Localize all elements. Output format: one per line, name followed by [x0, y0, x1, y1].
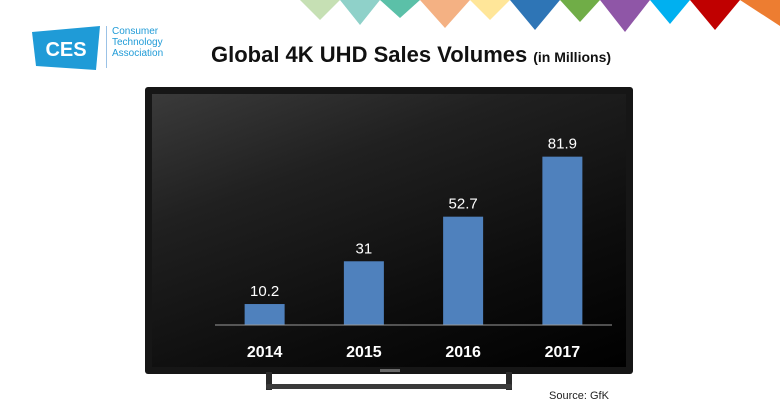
- category-label-2014: 2014: [247, 344, 283, 361]
- data-label-2017: 81.9: [548, 136, 577, 153]
- tv-brand-mark: [380, 369, 400, 372]
- source-note: Source: GfK: [549, 390, 609, 402]
- tv-stand-right-leg: [506, 372, 512, 390]
- logo-divider: [106, 26, 107, 68]
- logo-line-3: Association: [112, 48, 164, 59]
- title-block: Global 4K UHD Sales Volumes (in Millions): [211, 42, 611, 68]
- category-label-2016: 2016: [445, 344, 481, 361]
- data-label-2014: 10.2: [250, 283, 279, 300]
- logo-wordmark: Consumer Technology Association: [112, 26, 163, 59]
- decorative-triangles: [300, 0, 780, 32]
- bar-2016: [443, 216, 484, 325]
- bar-2017: [542, 156, 583, 325]
- tv-stand-base: [266, 384, 512, 389]
- bar-2014: [244, 304, 285, 325]
- data-label-2015: 31: [356, 240, 373, 257]
- bar-2015: [343, 261, 384, 325]
- tv-stand-left-leg: [266, 372, 272, 390]
- logo-line-2: Technology: [112, 37, 163, 48]
- title-units: (in Millions): [533, 49, 612, 65]
- ces-logo-mark-text: CES: [45, 39, 86, 61]
- category-label-2015: 2015: [346, 344, 382, 361]
- ces-logo-mark: CES: [32, 26, 100, 70]
- logo-line-1: Consumer: [112, 26, 159, 37]
- ces-logo: CES Consumer Technology Association: [30, 18, 180, 78]
- data-label-2016: 52.7: [449, 196, 478, 213]
- page-title: Global 4K UHD Sales Volumes: [211, 42, 528, 67]
- category-label-2017: 2017: [545, 344, 581, 361]
